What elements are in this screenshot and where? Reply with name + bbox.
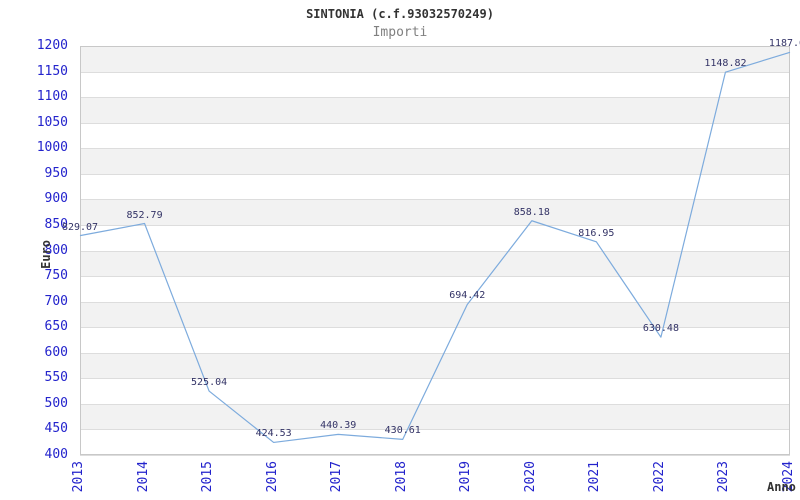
grid-band bbox=[80, 71, 790, 98]
y-axis-tick-label: 600 bbox=[44, 344, 68, 360]
gridline bbox=[80, 276, 790, 278]
grid-band bbox=[80, 122, 790, 149]
point-label: 1187.67 bbox=[768, 38, 800, 50]
gridline bbox=[80, 352, 790, 354]
grid-band bbox=[80, 199, 790, 225]
grid-band bbox=[80, 378, 790, 404]
y-axis-title: Euro bbox=[39, 240, 53, 269]
grid-band bbox=[80, 352, 790, 379]
grid-band bbox=[80, 46, 790, 72]
y-axis-tick-label: 500 bbox=[44, 395, 68, 411]
y-axis-tick-label: 850 bbox=[44, 216, 68, 232]
gridline bbox=[80, 327, 790, 329]
gridline bbox=[80, 224, 790, 226]
y-axis-tick-label: 950 bbox=[44, 165, 68, 181]
gridline bbox=[80, 378, 790, 380]
chart-title: SINTONIA (c.f.93032570249) bbox=[306, 7, 494, 21]
gridline bbox=[80, 122, 790, 124]
y-axis-tick-label: 1100 bbox=[36, 89, 68, 105]
point-label: 1148.82 bbox=[704, 58, 747, 70]
gridline bbox=[80, 403, 790, 405]
y-axis-tick-label: 1000 bbox=[36, 140, 68, 156]
grid-band bbox=[80, 250, 790, 277]
y-axis-tick-label: 650 bbox=[44, 319, 68, 335]
y-axis-tick-label: 450 bbox=[44, 421, 68, 437]
y-axis-tick-label: 400 bbox=[44, 447, 68, 462]
point-label: 630.48 bbox=[642, 323, 679, 335]
gridline bbox=[80, 173, 790, 175]
grid-band bbox=[80, 97, 790, 123]
gridline bbox=[80, 301, 790, 303]
y-axis-tick-label: 750 bbox=[44, 268, 68, 284]
y-axis-tick-label: 1150 bbox=[36, 63, 68, 79]
point-label: 816.95 bbox=[578, 227, 615, 239]
point-label: 858.18 bbox=[513, 206, 550, 218]
grid-band bbox=[80, 224, 790, 251]
y-axis-tick-label: 700 bbox=[44, 293, 68, 309]
point-label: 694.42 bbox=[449, 290, 486, 302]
plot-border bbox=[80, 46, 790, 455]
y-axis-tick-label: 900 bbox=[44, 191, 68, 207]
point-label: 440.39 bbox=[320, 420, 357, 432]
point-label: 430.61 bbox=[384, 425, 421, 437]
grid-band bbox=[80, 429, 790, 455]
gridline bbox=[80, 199, 790, 201]
y-axis-tick-label: 800 bbox=[44, 242, 68, 258]
x-axis-title: Anno bbox=[767, 480, 796, 494]
gridline bbox=[80, 71, 790, 73]
point-label: 424.53 bbox=[255, 428, 292, 440]
y-axis-tick-label: 550 bbox=[44, 370, 68, 386]
grid-band bbox=[80, 148, 790, 174]
gridline bbox=[80, 455, 790, 456]
gridline bbox=[80, 97, 790, 99]
grid-band bbox=[80, 327, 790, 353]
grid-band bbox=[80, 301, 790, 328]
y-axis-tick-label: 1050 bbox=[36, 114, 68, 130]
grid-band bbox=[80, 173, 790, 200]
gridline bbox=[80, 250, 790, 252]
point-label: 525.04 bbox=[191, 377, 228, 389]
gridline bbox=[80, 148, 790, 150]
point-label: 852.79 bbox=[126, 209, 163, 221]
y-axis-tick-label: 1200 bbox=[36, 38, 68, 53]
gridline bbox=[80, 429, 790, 431]
chart-subtitle: Importi bbox=[372, 25, 428, 40]
point-label: 829.07 bbox=[61, 221, 99, 233]
grid-band bbox=[80, 276, 790, 302]
grid-band bbox=[80, 403, 790, 430]
